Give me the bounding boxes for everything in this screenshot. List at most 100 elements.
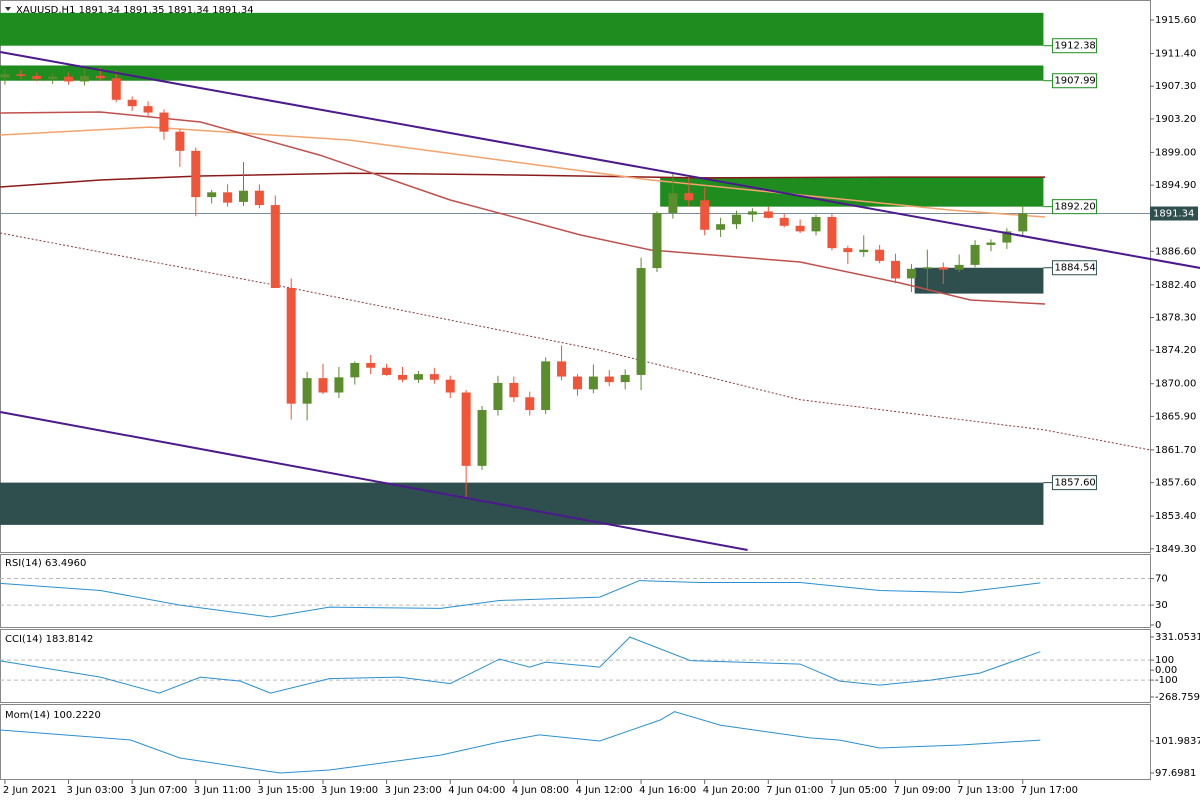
y-tick-label: -100	[1155, 675, 1178, 686]
candle-body	[95, 75, 105, 79]
x-tick-label: 4 Jun 20:00	[703, 785, 760, 796]
candle-body	[557, 361, 567, 377]
indicator-line	[0, 636, 1041, 694]
candle-body	[509, 382, 519, 398]
candle-body	[270, 205, 280, 289]
x-tick-label: 3 Jun 07:00	[130, 785, 187, 796]
candle-body	[318, 378, 328, 393]
candle-body	[175, 131, 185, 151]
candle-body	[827, 217, 837, 249]
y-tick-label: 1911.40	[1155, 49, 1196, 60]
zone-label: 1892.20	[1054, 202, 1095, 213]
candle-body	[477, 410, 487, 466]
candle-body	[398, 374, 408, 380]
candle-body	[302, 378, 312, 404]
candle-body	[254, 190, 264, 206]
y-tick-label: 1849.30	[1155, 544, 1196, 555]
x-tick-label: 4 Jun 12:00	[575, 785, 632, 796]
y-tick-label: 331.0531	[1155, 632, 1200, 643]
y-tick-label: 1857.60	[1155, 478, 1196, 489]
zone	[0, 12, 1044, 46]
candle-body	[843, 248, 853, 253]
candle-body	[493, 382, 503, 411]
y-tick-label: 1907.30	[1155, 81, 1196, 92]
menu-triangle[interactable]	[5, 7, 11, 11]
candle-body	[143, 106, 153, 113]
candle-body	[986, 242, 996, 245]
trend-line	[0, 51, 1200, 269]
candle-body	[906, 268, 916, 279]
candle-body	[238, 190, 248, 202]
main-frame	[0, 0, 1151, 553]
y-tick-label: 97.6981	[1155, 768, 1196, 779]
candle-body	[64, 76, 74, 82]
y-tick-label: 100	[1155, 655, 1174, 666]
x-tick-label: 2 Jun 2021	[3, 785, 57, 796]
y-tick-label: 1861.70	[1155, 445, 1196, 456]
x-tick-label: 3 Jun 03:00	[67, 785, 124, 796]
y-tick-label: 1853.40	[1155, 511, 1196, 522]
candle-body	[954, 264, 964, 270]
zone-label: 1884.54	[1054, 263, 1095, 274]
y-tick-label: -268.7594	[1155, 692, 1200, 703]
y-tick-label: 1870.00	[1155, 379, 1196, 390]
candle-body	[922, 267, 932, 269]
candle-body	[541, 361, 551, 411]
candle-body	[461, 392, 471, 466]
candle-body	[970, 244, 980, 265]
zone-label: 1912.38	[1054, 41, 1095, 52]
candle-body	[1018, 213, 1028, 232]
candle-body	[111, 78, 121, 100]
x-tick-label: 4 Jun 08:00	[512, 785, 569, 796]
x-tick-label: 4 Jun 04:00	[448, 785, 505, 796]
candle-body	[747, 211, 757, 215]
candle-body	[223, 192, 233, 203]
candle-body	[811, 217, 821, 232]
y-tick-label: 70	[1155, 574, 1168, 585]
indicator-line	[0, 711, 1041, 774]
candle-body	[891, 260, 901, 279]
candle-body	[525, 397, 535, 411]
y-tick-label: 0	[1155, 620, 1161, 631]
candle-body	[127, 99, 137, 107]
moving-average	[0, 126, 1046, 218]
moving-average	[0, 172, 1045, 188]
candle-body	[700, 200, 710, 230]
price-box	[1150, 206, 1198, 221]
x-tick-label: 3 Jun 11:00	[194, 785, 251, 796]
candle-body	[48, 76, 58, 80]
indicator-title: CCI(14) 183.8142	[5, 634, 93, 645]
candle-body	[191, 150, 201, 198]
candle-body	[413, 374, 423, 380]
y-tick-label: 1915.60	[1155, 15, 1196, 26]
candle-body	[763, 211, 773, 218]
y-tick-label: 30	[1155, 600, 1168, 611]
indicator-line	[0, 580, 1041, 618]
candle-body	[859, 249, 869, 253]
y-tick-label: 1874.20	[1155, 345, 1196, 356]
zone-label-box	[1051, 199, 1097, 215]
candle-body	[16, 74, 26, 76]
zone	[0, 65, 1044, 81]
candle-body	[32, 75, 42, 80]
candle-body	[795, 225, 805, 232]
candle-body	[604, 376, 614, 383]
y-tick-label: 0.00	[1155, 665, 1177, 676]
indicator-title: Mom(14) 100.2220	[5, 710, 101, 721]
x-tick-label: 3 Jun 15:00	[257, 785, 314, 796]
candle-body	[779, 217, 789, 226]
candle-body	[445, 379, 455, 393]
candle-body	[620, 374, 630, 383]
y-tick-label: 101.9837	[1155, 736, 1200, 747]
candle-body	[668, 193, 678, 214]
y-tick-label: 1882.40	[1155, 280, 1196, 291]
x-tick-label: 7 Jun 13:00	[957, 785, 1014, 796]
candle-body	[716, 224, 726, 230]
candle-body	[366, 362, 376, 368]
indicator-title: RSI(14) 63.4960	[5, 558, 86, 569]
moving-average	[0, 232, 1151, 451]
panel-frames	[0, 0, 1151, 780]
x-tick-label: 7 Jun 05:00	[830, 785, 887, 796]
candle-body	[286, 288, 296, 404]
mom-frame	[0, 704, 1151, 780]
